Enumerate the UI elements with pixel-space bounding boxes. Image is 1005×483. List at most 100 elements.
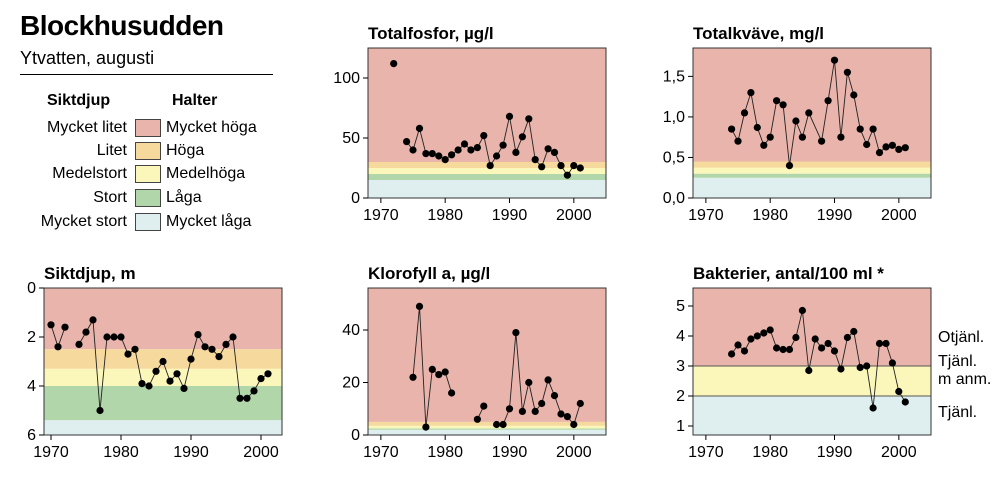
chart-title: Klorofyll a, µg/l xyxy=(368,264,490,283)
band xyxy=(368,421,606,426)
data-point xyxy=(229,333,237,341)
data-point xyxy=(888,359,897,367)
data-point xyxy=(805,366,813,375)
data-point xyxy=(869,125,877,133)
data-point xyxy=(473,415,481,423)
band xyxy=(368,425,606,429)
x-tick-label: 1990 xyxy=(492,444,528,461)
data-point xyxy=(779,345,787,354)
data-point xyxy=(753,332,761,340)
data-point xyxy=(850,91,858,99)
legend-right-label: Låga xyxy=(166,189,202,206)
data-point xyxy=(557,410,565,418)
data-point xyxy=(805,109,813,117)
data-point xyxy=(792,333,800,342)
data-point xyxy=(390,60,398,68)
legend-right-label: Höga xyxy=(166,142,205,159)
band xyxy=(368,180,606,198)
data-point xyxy=(875,339,884,348)
legend-swatch-medium xyxy=(135,165,161,183)
data-point xyxy=(493,152,501,160)
legend-left-label: Mycket litet xyxy=(46,119,127,136)
x-tick-label: 2000 xyxy=(881,444,917,461)
chart-title: Siktdjup, m xyxy=(44,264,136,283)
x-tick-label: 1980 xyxy=(103,444,139,461)
data-point xyxy=(110,333,118,341)
x-tick-label: 1970 xyxy=(688,207,724,224)
data-point xyxy=(435,371,443,379)
data-point xyxy=(138,380,146,388)
x-tick-label: 2000 xyxy=(243,444,279,461)
data-point xyxy=(843,68,852,76)
band xyxy=(368,174,606,180)
data-point xyxy=(576,164,584,172)
data-point xyxy=(837,365,845,373)
band xyxy=(44,420,282,435)
data-point xyxy=(518,133,527,141)
data-point xyxy=(766,326,774,334)
legend-left-heading: Siktdjup xyxy=(47,92,111,109)
data-point xyxy=(222,340,230,348)
data-point xyxy=(875,149,884,157)
data-point xyxy=(760,329,768,337)
data-point xyxy=(493,420,501,429)
data-point xyxy=(570,162,578,170)
y-tick-label: 0 xyxy=(351,190,360,207)
band xyxy=(368,429,606,435)
data-point xyxy=(824,97,832,105)
y-tick-label: 2 xyxy=(27,329,36,346)
band xyxy=(368,168,606,174)
data-point xyxy=(779,101,787,109)
legend-swatch-very-high xyxy=(135,119,161,137)
data-point xyxy=(403,138,411,146)
data-point xyxy=(869,404,877,412)
data-point xyxy=(818,137,826,145)
x-tick-label: 1980 xyxy=(427,207,463,224)
x-tick-label: 1990 xyxy=(817,207,853,224)
data-point xyxy=(753,123,761,132)
legend-right-label: Mycket höga xyxy=(166,119,257,136)
chart-bakterier: Bakterier, antal/100 ml * 1 2 3 4 5 1970 1980 19… xyxy=(676,264,991,461)
data-point xyxy=(47,321,55,329)
data-point xyxy=(480,402,488,410)
y-tick-label: 1,5 xyxy=(663,68,685,85)
band xyxy=(44,368,282,386)
y-tick-label: 0 xyxy=(27,280,36,297)
data-point xyxy=(422,423,430,431)
data-point xyxy=(454,146,462,154)
data-point xyxy=(243,394,251,402)
legend-left-label: Medelstort xyxy=(52,165,127,182)
data-point xyxy=(792,117,800,125)
data-point xyxy=(740,109,749,117)
side-label: Tjänl. xyxy=(938,353,977,370)
data-point xyxy=(441,156,449,164)
data-point xyxy=(473,144,481,152)
data-point xyxy=(460,140,469,148)
x-tick-label: 1980 xyxy=(752,444,788,461)
data-point xyxy=(843,333,852,342)
legend-swatch-high xyxy=(135,142,161,160)
x-tick-label: 2000 xyxy=(556,207,592,224)
plot-frame xyxy=(367,287,607,436)
data-point xyxy=(576,399,584,408)
data-point xyxy=(512,148,520,156)
data-point xyxy=(512,329,520,337)
data-point xyxy=(888,141,897,149)
data-point xyxy=(747,89,755,97)
band xyxy=(368,428,606,430)
data-point xyxy=(882,339,890,348)
data-point xyxy=(75,340,83,348)
data-point xyxy=(747,335,755,343)
chart-title: Totalfosfor, µg/l xyxy=(368,24,494,43)
band xyxy=(693,173,931,178)
y-tick-label: 5 xyxy=(676,298,685,315)
data-point xyxy=(96,406,104,415)
data-point xyxy=(422,150,430,158)
x-tick-label: 1990 xyxy=(817,444,853,461)
data-point xyxy=(467,146,475,154)
data-point xyxy=(773,97,781,105)
data-point xyxy=(856,363,864,372)
data-point xyxy=(145,382,153,390)
data-point xyxy=(448,151,456,159)
x-tick-label: 1970 xyxy=(33,444,69,461)
